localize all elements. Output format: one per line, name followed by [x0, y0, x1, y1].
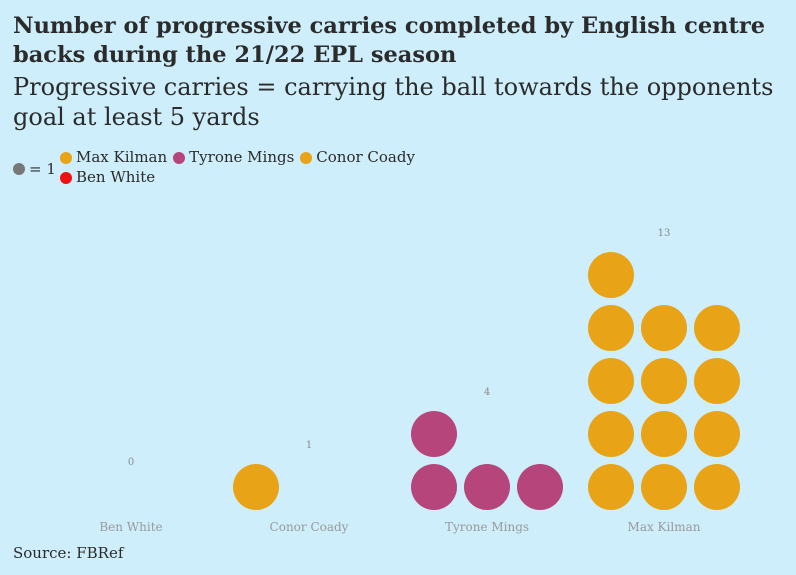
- waffle-dot: [588, 305, 634, 351]
- waffle-dot: [464, 464, 510, 510]
- legend-item-tyrone-mings: Tyrone Mings: [173, 149, 294, 166]
- waffle-dot: [641, 358, 687, 404]
- waffle-dot: [694, 305, 740, 351]
- chart-subtitle: Progressive carries = carrying the ball …: [13, 73, 774, 131]
- category-label: Conor Coady: [270, 520, 349, 534]
- waffle-dot: [411, 464, 457, 510]
- category-label: Ben White: [99, 520, 162, 534]
- legend-item-max-kilman: Max Kilman: [60, 149, 167, 166]
- legend-item-label: Max Kilman: [76, 148, 168, 166]
- waffle-dot: [694, 411, 740, 457]
- waffle-dot: [694, 464, 740, 510]
- waffle-dot: [233, 464, 279, 510]
- legend-item-ben-white: Ben White: [60, 169, 155, 186]
- legend-items: Max Kilman Tyrone Mings Conor Coady Ben …: [60, 149, 440, 186]
- waffle-dot: [641, 305, 687, 351]
- value-label: 0: [128, 457, 134, 468]
- waffle-dot: [588, 411, 634, 457]
- value-label: 4: [484, 387, 490, 398]
- legend-dot: [173, 151, 186, 164]
- category-label: Tyrone Mings: [445, 520, 529, 534]
- category-label: Max Kilman: [628, 520, 701, 534]
- legend-unit-dot: [13, 163, 25, 175]
- legend-dot: [60, 171, 72, 184]
- legend-item-label: Ben White: [76, 168, 156, 186]
- chart-title: Number of progressive carries completed …: [13, 13, 766, 68]
- waffle-dot: [588, 464, 634, 510]
- waffle-dot: [694, 358, 740, 404]
- waffle-dot: [588, 358, 634, 404]
- waffle-dot: [641, 464, 687, 510]
- legend-item-label: Tyrone Mings: [189, 148, 295, 166]
- source-note: Source: FBRef: [13, 544, 124, 562]
- waffle-dot: [517, 464, 563, 510]
- legend-unit-label: = 1: [29, 160, 56, 178]
- waffle-dot: [641, 411, 687, 457]
- waffle-dot: [588, 252, 634, 298]
- legend-dot: [300, 151, 313, 164]
- value-label: 13: [658, 228, 671, 239]
- waffle-dot: [411, 411, 457, 457]
- legend-item-label: Conor Coady: [316, 148, 415, 166]
- value-label: 1: [306, 440, 312, 451]
- legend-item-conor-coady: Conor Coady: [300, 149, 415, 166]
- legend-unit-key: = 1: [13, 160, 56, 178]
- legend-dot: [60, 151, 72, 164]
